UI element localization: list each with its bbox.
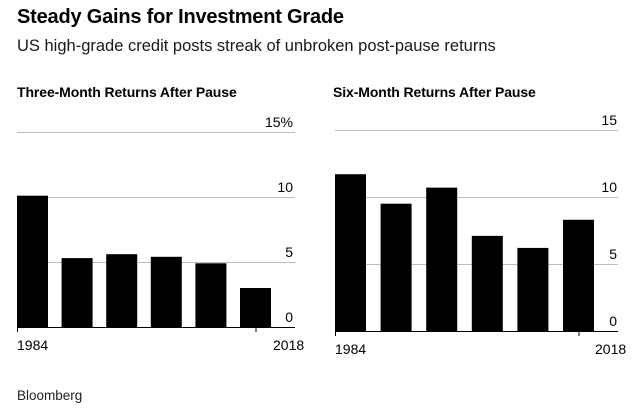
six-month-y-tick-label: 0 [609, 313, 617, 329]
six-month-bar [426, 187, 458, 331]
source-label: Bloomberg [17, 388, 83, 403]
three-month-bar [195, 263, 227, 327]
six-month-x-tick-label: 1984 [335, 341, 366, 357]
three-month-bar [150, 256, 182, 327]
six-month-x-tick-label: 2018 [595, 341, 626, 357]
six-month-y-tick-label: 5 [609, 246, 617, 262]
three-month-y-tick-label: 10 [277, 179, 293, 195]
six-month-y-tick-label: 10 [601, 179, 617, 195]
six-month-bar [335, 174, 366, 331]
three-month-bar [240, 288, 271, 327]
three-month-bar [61, 258, 93, 327]
six-month-bar [563, 219, 594, 331]
three-month-x-tick-label: 1984 [17, 337, 48, 353]
panel-title-six-month: Six-Month Returns After Pause [333, 84, 536, 100]
three-month-bar [17, 195, 48, 327]
three-month-bar [106, 254, 138, 327]
six-month-y-tick-label: 15 [601, 112, 617, 128]
panel-title-three-month: Three-Month Returns After Pause [17, 84, 237, 100]
six-month-bar [380, 203, 412, 331]
three-month-x-tick-label: 2018 [273, 337, 304, 353]
chart-subtitle: US high-grade credit posts streak of unb… [17, 37, 496, 55]
six-month-bar [471, 235, 503, 331]
chart-title: Steady Gains for Investment Grade [17, 6, 344, 28]
six-month-bar [517, 247, 549, 331]
three-month-y-tick-label: 0 [285, 309, 293, 325]
three-month-y-tick-label: 5 [285, 244, 293, 260]
three-month-y-tick-label: 15% [265, 114, 293, 130]
